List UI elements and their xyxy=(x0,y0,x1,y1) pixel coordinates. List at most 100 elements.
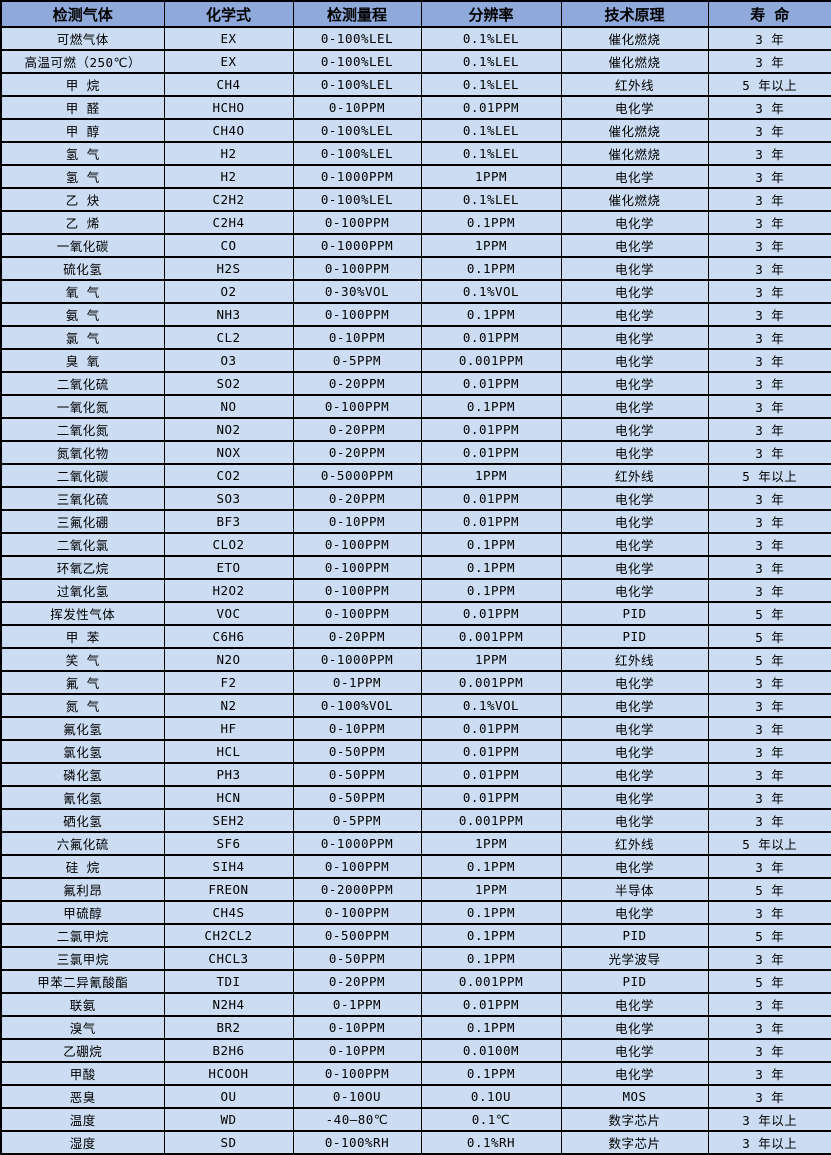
column-header-lifespan: 寿 命 xyxy=(707,0,831,28)
cell-lifespan: 3 年 xyxy=(707,371,831,396)
cell-range: 0-1000PPM xyxy=(292,164,422,189)
cell-formula: H2 xyxy=(163,164,294,189)
table-row: 湿度 SD 0-100%RH 0.1%RH 数字芯片 3 年以上 xyxy=(0,1130,831,1155)
cell-range: 0-100PPM xyxy=(292,601,422,626)
table-row: 乙 烯 C2H4 0-100PPM 0.1PPM 电化学 3 年 xyxy=(0,210,831,235)
cell-range: 0-20PPM xyxy=(292,486,422,511)
cell-range: 0-100PPM xyxy=(292,532,422,557)
cell-range: 0-20PPM xyxy=(292,440,422,465)
cell-lifespan: 3 年 xyxy=(707,164,831,189)
cell-resolution: 0.1PPM xyxy=(420,1061,562,1086)
cell-formula: EX xyxy=(163,49,294,74)
table-row: 笑 气 N2O 0-1000PPM 1PPM 红外线 5 年 xyxy=(0,647,831,672)
cell-principle: 电化学 xyxy=(560,95,709,120)
cell-resolution: 0.01PPM xyxy=(420,762,562,787)
cell-principle: 电化学 xyxy=(560,785,709,810)
cell-lifespan: 3 年 xyxy=(707,808,831,833)
table-row: 氢 气 H2 0-1000PPM 1PPM 电化学 3 年 xyxy=(0,164,831,189)
cell-formula: HF xyxy=(163,716,294,741)
table-row: 氟利昂 FREON 0-2000PPM 1PPM 半导体 5 年 xyxy=(0,877,831,902)
cell-formula: H2O2 xyxy=(163,578,294,603)
table-row: 硒化氢 SEH2 0-5PPM 0.001PPM 电化学 3 年 xyxy=(0,808,831,833)
cell-principle: 电化学 xyxy=(560,233,709,258)
cell-principle: 电化学 xyxy=(560,1038,709,1063)
cell-principle: 催化燃烧 xyxy=(560,141,709,166)
cell-gas: 高温可燃（250℃） xyxy=(0,49,165,74)
cell-gas: 氮氧化物 xyxy=(0,440,165,465)
cell-range: 0-50PPM xyxy=(292,739,422,764)
cell-resolution: 1PPM xyxy=(420,164,562,189)
cell-principle: PID xyxy=(560,969,709,994)
cell-principle: 电化学 xyxy=(560,854,709,879)
table-row: 氟 气 F2 0-1PPM 0.001PPM 电化学 3 年 xyxy=(0,670,831,695)
cell-resolution: 0.01PPM xyxy=(420,509,562,534)
cell-gas: 湿度 xyxy=(0,1130,165,1155)
cell-principle: 电化学 xyxy=(560,693,709,718)
cell-formula: PH3 xyxy=(163,762,294,787)
cell-lifespan: 5 年 xyxy=(707,647,831,672)
cell-lifespan: 5 年 xyxy=(707,624,831,649)
cell-lifespan: 3 年 xyxy=(707,1084,831,1109)
cell-gas: 硅 烷 xyxy=(0,854,165,879)
table-row: 三氟化硼 BF3 0-10PPM 0.01PPM 电化学 3 年 xyxy=(0,509,831,534)
cell-lifespan: 3 年 xyxy=(707,1061,831,1086)
cell-resolution: 0.001PPM xyxy=(420,670,562,695)
table-row: 甲 烷 CH4 0-100%LEL 0.1%LEL 红外线 5 年以上 xyxy=(0,72,831,97)
table-row: 甲 苯 C6H6 0-20PPM 0.001PPM PID 5 年 xyxy=(0,624,831,649)
cell-formula: HCL xyxy=(163,739,294,764)
cell-lifespan: 5 年以上 xyxy=(707,831,831,856)
cell-gas: 氧 气 xyxy=(0,279,165,304)
cell-gas: 氟化氢 xyxy=(0,716,165,741)
table-row: 氯化氢 HCL 0-50PPM 0.01PPM 电化学 3 年 xyxy=(0,739,831,764)
cell-resolution: 1PPM xyxy=(420,831,562,856)
cell-lifespan: 3 年以上 xyxy=(707,1130,831,1155)
cell-principle: 电化学 xyxy=(560,1061,709,1086)
cell-lifespan: 3 年 xyxy=(707,118,831,143)
cell-formula: SO3 xyxy=(163,486,294,511)
cell-gas: 甲 苯 xyxy=(0,624,165,649)
cell-formula: B2H6 xyxy=(163,1038,294,1063)
table-row: 二氧化氮 NO2 0-20PPM 0.01PPM 电化学 3 年 xyxy=(0,417,831,442)
table-row: 硅 烷 SIH4 0-100PPM 0.1PPM 电化学 3 年 xyxy=(0,854,831,879)
cell-gas: 二氧化碳 xyxy=(0,463,165,488)
table-row: 氨 气 NH3 0-100PPM 0.1PPM 电化学 3 年 xyxy=(0,302,831,327)
cell-gas: 乙硼烷 xyxy=(0,1038,165,1063)
cell-formula: CH4O xyxy=(163,118,294,143)
cell-gas: 氯化氢 xyxy=(0,739,165,764)
cell-resolution: 0.1%LEL xyxy=(420,26,562,51)
cell-lifespan: 3 年 xyxy=(707,762,831,787)
cell-range: 0-10PPM xyxy=(292,95,422,120)
cell-principle: MOS xyxy=(560,1084,709,1109)
cell-principle: 红外线 xyxy=(560,463,709,488)
cell-principle: 红外线 xyxy=(560,831,709,856)
cell-formula: BR2 xyxy=(163,1015,294,1040)
cell-range: 0-50PPM xyxy=(292,785,422,810)
cell-range: 0-1000PPM xyxy=(292,233,422,258)
cell-resolution: 0.1%VOL xyxy=(420,279,562,304)
table-row: 乙硼烷 B2H6 0-10PPM 0.0100M 电化学 3 年 xyxy=(0,1038,831,1063)
cell-resolution: 0.001PPM xyxy=(420,808,562,833)
cell-principle: 电化学 xyxy=(560,256,709,281)
cell-lifespan: 5 年 xyxy=(707,923,831,948)
cell-formula: N2H4 xyxy=(163,992,294,1017)
cell-principle: 电化学 xyxy=(560,762,709,787)
cell-gas: 三氧化硫 xyxy=(0,486,165,511)
column-header-range: 检测量程 xyxy=(292,0,422,28)
cell-lifespan: 5 年 xyxy=(707,877,831,902)
cell-range: 0-20PPM xyxy=(292,417,422,442)
cell-principle: 电化学 xyxy=(560,279,709,304)
cell-principle: 半导体 xyxy=(560,877,709,902)
cell-range: 0-1PPM xyxy=(292,670,422,695)
cell-principle: 数字芯片 xyxy=(560,1130,709,1155)
table-row: 三氧化硫 SO3 0-20PPM 0.01PPM 电化学 3 年 xyxy=(0,486,831,511)
cell-range: 0-100%LEL xyxy=(292,49,422,74)
cell-range: -40—80℃ xyxy=(292,1107,422,1132)
cell-resolution: 0.1PPM xyxy=(420,532,562,557)
column-header-resolution: 分辨率 xyxy=(420,0,562,28)
cell-gas: 乙 烯 xyxy=(0,210,165,235)
table-body: 可燃气体 EX 0-100%LEL 0.1%LEL 催化燃烧 3 年高温可燃（250℃） E… xyxy=(0,26,831,1155)
table-row: 溴气 BR2 0-10PPM 0.1PPM 电化学 3 年 xyxy=(0,1015,831,1040)
cell-principle: PID xyxy=(560,624,709,649)
cell-principle: 电化学 xyxy=(560,348,709,373)
